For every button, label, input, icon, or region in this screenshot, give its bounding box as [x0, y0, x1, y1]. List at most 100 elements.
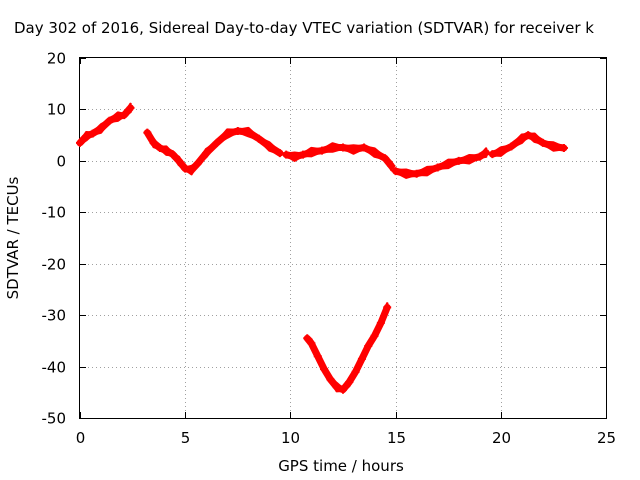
- data-point: [244, 128, 253, 137]
- data-point: [275, 149, 284, 158]
- data-point: [465, 155, 474, 164]
- data-point: [254, 134, 263, 143]
- data-point: [488, 150, 497, 159]
- x-tick-label: 10: [281, 429, 300, 447]
- data-point: [475, 152, 484, 161]
- data-point: [559, 144, 568, 152]
- data-point: [120, 111, 129, 120]
- data-point: [282, 150, 291, 159]
- data-point: [496, 147, 505, 156]
- series-line: [392, 149, 490, 178]
- data-point: [174, 156, 183, 165]
- data-point: [376, 318, 385, 327]
- data-point: [383, 303, 392, 312]
- x-tick-label: 5: [181, 429, 191, 447]
- data-point: [387, 162, 396, 170]
- data-point: [76, 138, 84, 147]
- data-point: [97, 124, 106, 133]
- data-point: [360, 143, 369, 152]
- data-point: [357, 354, 366, 363]
- x-tick-label: 20: [492, 429, 511, 447]
- y-tick-label: -40: [42, 359, 67, 377]
- data-point: [181, 164, 190, 173]
- y-tick-label: 0: [56, 153, 66, 171]
- series-noise: [305, 310, 389, 393]
- y-tick-label: -30: [42, 307, 67, 325]
- data-point: [423, 167, 432, 176]
- data-point: [549, 142, 558, 151]
- data-point: [332, 383, 341, 392]
- data-point: [412, 169, 421, 178]
- data-point: [517, 134, 526, 143]
- plot-frame: [79, 57, 607, 419]
- data-point: [168, 150, 177, 159]
- chart-title: Day 302 of 2016, Sidereal Day-to-day VTE…: [14, 19, 594, 37]
- series-noise: [78, 102, 132, 144]
- series-noise: [284, 147, 393, 172]
- series-layer: [76, 102, 568, 394]
- data-point: [88, 129, 97, 138]
- series-segment-3: [282, 142, 396, 172]
- data-point: [381, 154, 390, 163]
- data-point: [307, 148, 316, 157]
- data-point: [370, 148, 379, 157]
- series-noise: [305, 302, 389, 390]
- data-point: [202, 149, 211, 158]
- data-point: [351, 367, 360, 376]
- data-point: [339, 143, 347, 152]
- data-point: [105, 116, 114, 125]
- y-tick-label: 10: [47, 101, 66, 119]
- data-point: [193, 159, 202, 168]
- data-point: [454, 156, 463, 165]
- x-axis-label: GPS time / hours: [278, 457, 404, 475]
- data-point: [223, 129, 232, 138]
- data-point: [187, 166, 196, 175]
- x-tick-label: 0: [76, 429, 86, 447]
- data-point: [507, 142, 516, 151]
- data-point: [162, 146, 171, 155]
- data-point: [326, 375, 335, 384]
- x-tick-label: 25: [597, 429, 616, 447]
- data-point: [370, 331, 379, 340]
- data-point: [317, 146, 326, 155]
- data-point: [320, 365, 329, 374]
- data-point: [303, 334, 312, 343]
- series-noise: [78, 110, 132, 146]
- data-point: [212, 138, 221, 147]
- data-point: [345, 378, 354, 386]
- data-point: [143, 128, 152, 137]
- series-line: [303, 303, 391, 394]
- data-point: [265, 142, 274, 151]
- data-point: [339, 385, 347, 394]
- series-segment-6: [303, 302, 392, 394]
- y-tick-label: -50: [42, 410, 67, 428]
- series-segment-1: [76, 102, 135, 147]
- data-point: [524, 131, 533, 140]
- data-point: [349, 145, 358, 154]
- data-point: [313, 352, 322, 361]
- series-noise: [284, 142, 393, 164]
- data-point: [402, 169, 411, 178]
- data-point: [482, 148, 491, 157]
- data-point: [113, 112, 122, 121]
- y-tick-label: -20: [42, 256, 67, 274]
- series-noise: [394, 155, 488, 179]
- x-tick-label: 15: [387, 429, 406, 447]
- data-point: [307, 339, 316, 348]
- y-axis-label: SDTVAR / TECUs: [4, 176, 22, 299]
- y-tick-label: 20: [47, 50, 66, 68]
- data-point: [364, 342, 373, 350]
- series-segment-4: [391, 147, 491, 179]
- series-noise: [394, 147, 488, 174]
- y-tick-label: -10: [42, 204, 67, 222]
- data-point: [82, 132, 91, 141]
- data-point: [530, 133, 539, 142]
- data-point: [538, 138, 547, 147]
- series-segment-2: [143, 126, 284, 176]
- series-segment-5: [488, 131, 568, 159]
- data-point: [149, 138, 158, 147]
- data-point: [328, 143, 337, 152]
- data-point: [233, 127, 242, 136]
- data-point: [444, 159, 453, 168]
